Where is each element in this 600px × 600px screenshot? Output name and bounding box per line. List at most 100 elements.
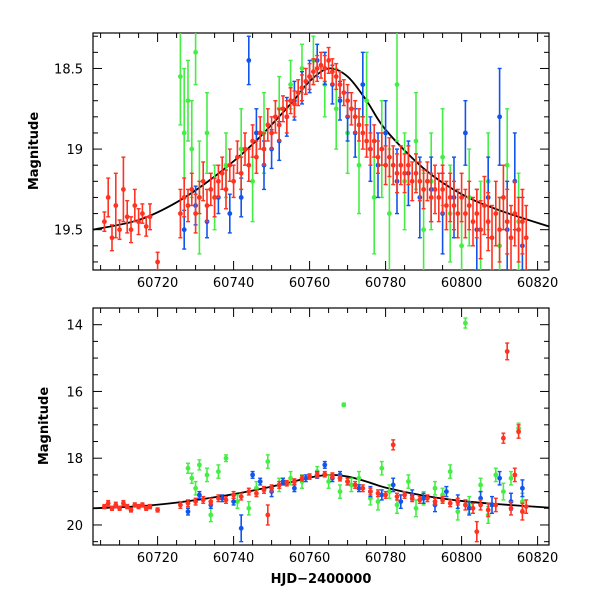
top-panel: 60720 60740 60760 60780 60800 60820 18.5 19 19.… xyxy=(27,32,558,291)
data-marker xyxy=(368,146,373,152)
data-marker xyxy=(428,195,434,200)
data-marker xyxy=(390,442,396,448)
data-marker xyxy=(371,138,377,144)
data-marker xyxy=(459,243,464,249)
data-marker xyxy=(231,499,237,505)
x-tick-label: 60760 xyxy=(289,276,330,291)
data-marker xyxy=(204,203,210,208)
red-data-point xyxy=(447,499,453,508)
green-data-point xyxy=(337,484,343,499)
data-marker xyxy=(406,162,411,168)
red-data-point xyxy=(219,156,225,191)
data-marker xyxy=(273,114,278,120)
data-marker xyxy=(322,462,328,468)
data-marker xyxy=(444,489,449,494)
data-marker xyxy=(345,479,350,484)
blue-data-point xyxy=(497,470,502,486)
red-data-point xyxy=(523,499,529,514)
data-marker xyxy=(295,90,301,96)
data-marker xyxy=(375,499,381,505)
data-marker xyxy=(193,49,199,55)
red-data-point xyxy=(132,188,138,223)
red-data-point xyxy=(516,424,521,439)
data-marker xyxy=(459,195,464,200)
data-marker xyxy=(276,482,282,488)
data-marker xyxy=(352,114,358,120)
data-marker xyxy=(364,98,369,104)
top-panel-frame xyxy=(92,32,550,271)
data-marker xyxy=(440,154,445,160)
red-data-point xyxy=(105,177,111,218)
x-tick-label: 60740 xyxy=(213,276,254,291)
data-marker xyxy=(235,154,240,160)
red-data-point xyxy=(520,502,525,521)
top-plot-area xyxy=(93,33,549,270)
red-data-point xyxy=(463,499,468,511)
data-marker xyxy=(143,224,149,229)
data-marker xyxy=(425,178,430,184)
red-data-point xyxy=(185,499,191,508)
data-marker xyxy=(333,106,339,112)
data-marker xyxy=(265,512,271,518)
data-marker xyxy=(398,499,404,505)
red-data-point xyxy=(512,180,518,247)
data-marker xyxy=(288,82,293,87)
data-marker xyxy=(265,122,271,128)
data-marker xyxy=(504,162,510,168)
data-marker xyxy=(504,348,510,354)
data-marker xyxy=(466,505,472,511)
red-data-point xyxy=(227,148,233,183)
data-marker xyxy=(497,475,502,481)
red-data-point xyxy=(508,204,514,270)
red-data-point xyxy=(398,145,404,186)
data-marker xyxy=(250,138,256,144)
red-data-point xyxy=(132,502,138,508)
data-marker xyxy=(265,459,271,464)
red-data-point xyxy=(330,58,335,86)
red-data-point xyxy=(512,467,518,483)
data-marker xyxy=(383,162,388,168)
red-data-point xyxy=(181,177,187,218)
data-marker xyxy=(345,98,350,104)
data-marker xyxy=(371,195,377,200)
data-marker xyxy=(307,474,312,479)
data-marker xyxy=(337,475,343,481)
red-data-point xyxy=(105,499,111,507)
red-data-point xyxy=(314,54,320,83)
data-marker xyxy=(181,195,187,200)
red-data-point xyxy=(352,100,358,134)
red-data-point xyxy=(394,492,400,501)
x-axis-title: HJD−2400000 xyxy=(271,572,372,587)
data-marker xyxy=(269,130,274,136)
data-marker xyxy=(356,162,362,168)
blue-data-point xyxy=(280,477,286,486)
red-data-point xyxy=(489,204,495,270)
data-marker xyxy=(337,82,343,87)
red-data-point xyxy=(284,479,290,487)
red-data-point xyxy=(200,161,206,202)
data-marker xyxy=(501,489,506,494)
red-data-point xyxy=(520,188,525,255)
red-data-point xyxy=(204,188,210,223)
data-marker xyxy=(455,499,461,505)
red-data-point xyxy=(223,495,229,504)
data-marker xyxy=(413,505,419,511)
data-marker xyxy=(447,500,453,506)
red-data-point xyxy=(117,219,122,241)
data-marker xyxy=(478,502,483,508)
data-marker xyxy=(489,235,495,241)
data-marker xyxy=(421,495,426,501)
red-data-point xyxy=(246,148,252,183)
data-marker xyxy=(303,78,309,84)
red-data-point xyxy=(394,153,400,194)
data-marker xyxy=(254,130,259,136)
data-marker xyxy=(185,509,191,515)
data-marker xyxy=(136,504,142,510)
data-marker xyxy=(485,507,491,513)
data-marker xyxy=(501,435,506,441)
data-marker xyxy=(132,203,138,208)
data-marker xyxy=(208,499,214,505)
data-marker xyxy=(117,227,122,233)
red-data-point xyxy=(444,180,449,231)
data-marker xyxy=(124,504,130,510)
